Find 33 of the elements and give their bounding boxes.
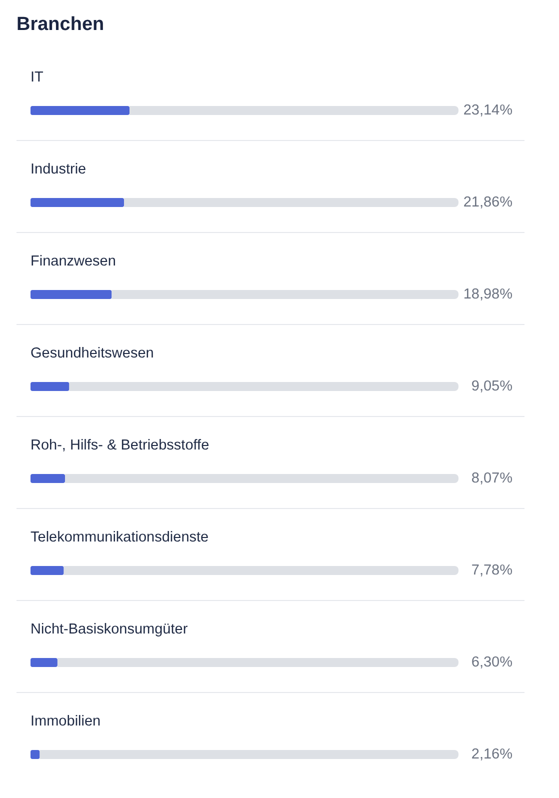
y-tick-label: Immobilien bbox=[30, 714, 101, 730]
y-tick-label: Telekommunikationsdienste bbox=[30, 530, 209, 546]
bar bbox=[124, 198, 458, 207]
data-label: 2,16% bbox=[471, 746, 513, 762]
bar bbox=[65, 474, 458, 483]
bar bbox=[112, 290, 458, 299]
bar bbox=[30, 474, 66, 483]
bar bbox=[30, 198, 124, 207]
bar bbox=[40, 750, 458, 759]
y-tick-label: Gesundheitswesen bbox=[30, 346, 154, 362]
bar bbox=[30, 106, 130, 115]
y-tick-label: IT bbox=[30, 70, 44, 86]
bar bbox=[30, 382, 70, 391]
bar bbox=[64, 566, 458, 575]
data-label: 8,07% bbox=[471, 470, 513, 486]
bar bbox=[130, 106, 458, 115]
chart-title: Branchen bbox=[16, 14, 104, 35]
bar bbox=[57, 658, 458, 667]
y-tick-label: Roh-, Hilfs- & Betriebsstoffe bbox=[30, 438, 210, 454]
bar bbox=[30, 566, 64, 575]
data-label: 7,78% bbox=[471, 562, 513, 578]
bar bbox=[30, 658, 58, 667]
bar bbox=[30, 290, 112, 299]
data-label: 9,05% bbox=[471, 378, 513, 394]
y-tick-label: Finanzwesen bbox=[30, 254, 116, 270]
data-label: 23,14% bbox=[463, 102, 513, 118]
data-label: 21,86% bbox=[463, 194, 513, 210]
data-label: 18,98% bbox=[463, 286, 513, 302]
bar bbox=[30, 750, 40, 759]
bar bbox=[69, 382, 458, 391]
y-tick-label: Industrie bbox=[30, 162, 86, 178]
y-tick-label: Nicht-Basiskonsumgüter bbox=[30, 622, 188, 638]
data-label: 6,30% bbox=[471, 654, 513, 670]
